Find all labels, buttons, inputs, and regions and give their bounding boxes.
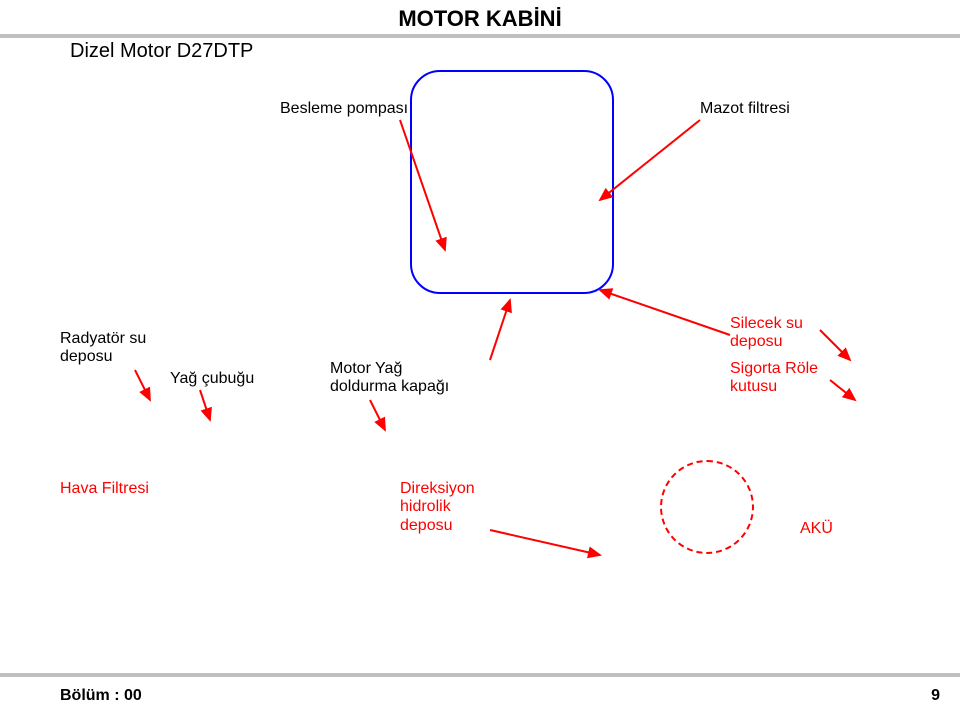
motoryag-arrow — [370, 400, 385, 430]
label-motor-yag-doldurma-kapagi: Motor Yağdoldurma kapağı — [330, 360, 449, 397]
mazot-arrow — [600, 120, 700, 200]
direksiyon-arrow — [490, 530, 600, 555]
sigorta-arrow — [830, 380, 855, 400]
motoryag-arrow2 — [490, 300, 510, 360]
section-label: Bölüm : 00 — [60, 687, 142, 705]
label-mazot-filtresi: Mazot filtresi — [700, 100, 790, 118]
label-hava-filtresi: Hava Filtresi — [60, 480, 149, 498]
title-divider — [0, 34, 960, 38]
page-subtitle: Dizel Motor D27DTP — [70, 40, 253, 63]
label-yag-cubugu: Yağ çubuğu — [170, 370, 254, 388]
label-aku: AKÜ — [800, 520, 833, 538]
sileceksu-arrow — [820, 330, 850, 360]
page-number: 9 — [931, 687, 940, 705]
radyator-arrow — [135, 370, 150, 400]
footer-divider — [0, 673, 960, 677]
page-root: MOTOR KABİNİ Dizel Motor D27DTP Besleme … — [0, 0, 960, 717]
label-silecek-su-deposu: Silecek sudeposu — [730, 315, 803, 352]
label-radyator-su-deposu: Radyatör sudeposu — [60, 330, 146, 367]
engine-outline-box — [410, 70, 614, 294]
page-title: MOTOR KABİNİ — [0, 6, 960, 32]
aku-dashed-circle — [660, 460, 754, 554]
sileceksu-arrow2 — [600, 290, 730, 335]
label-besleme-pompasi: Besleme pompası — [280, 100, 408, 118]
label-sigorta-role-kutusu: Sigorta Rölekutusu — [730, 360, 818, 397]
yagcubugu-arrow — [200, 390, 210, 420]
label-direksiyon-hidrolik-deposu: Direksiyonhidrolikdeposu — [400, 480, 475, 535]
